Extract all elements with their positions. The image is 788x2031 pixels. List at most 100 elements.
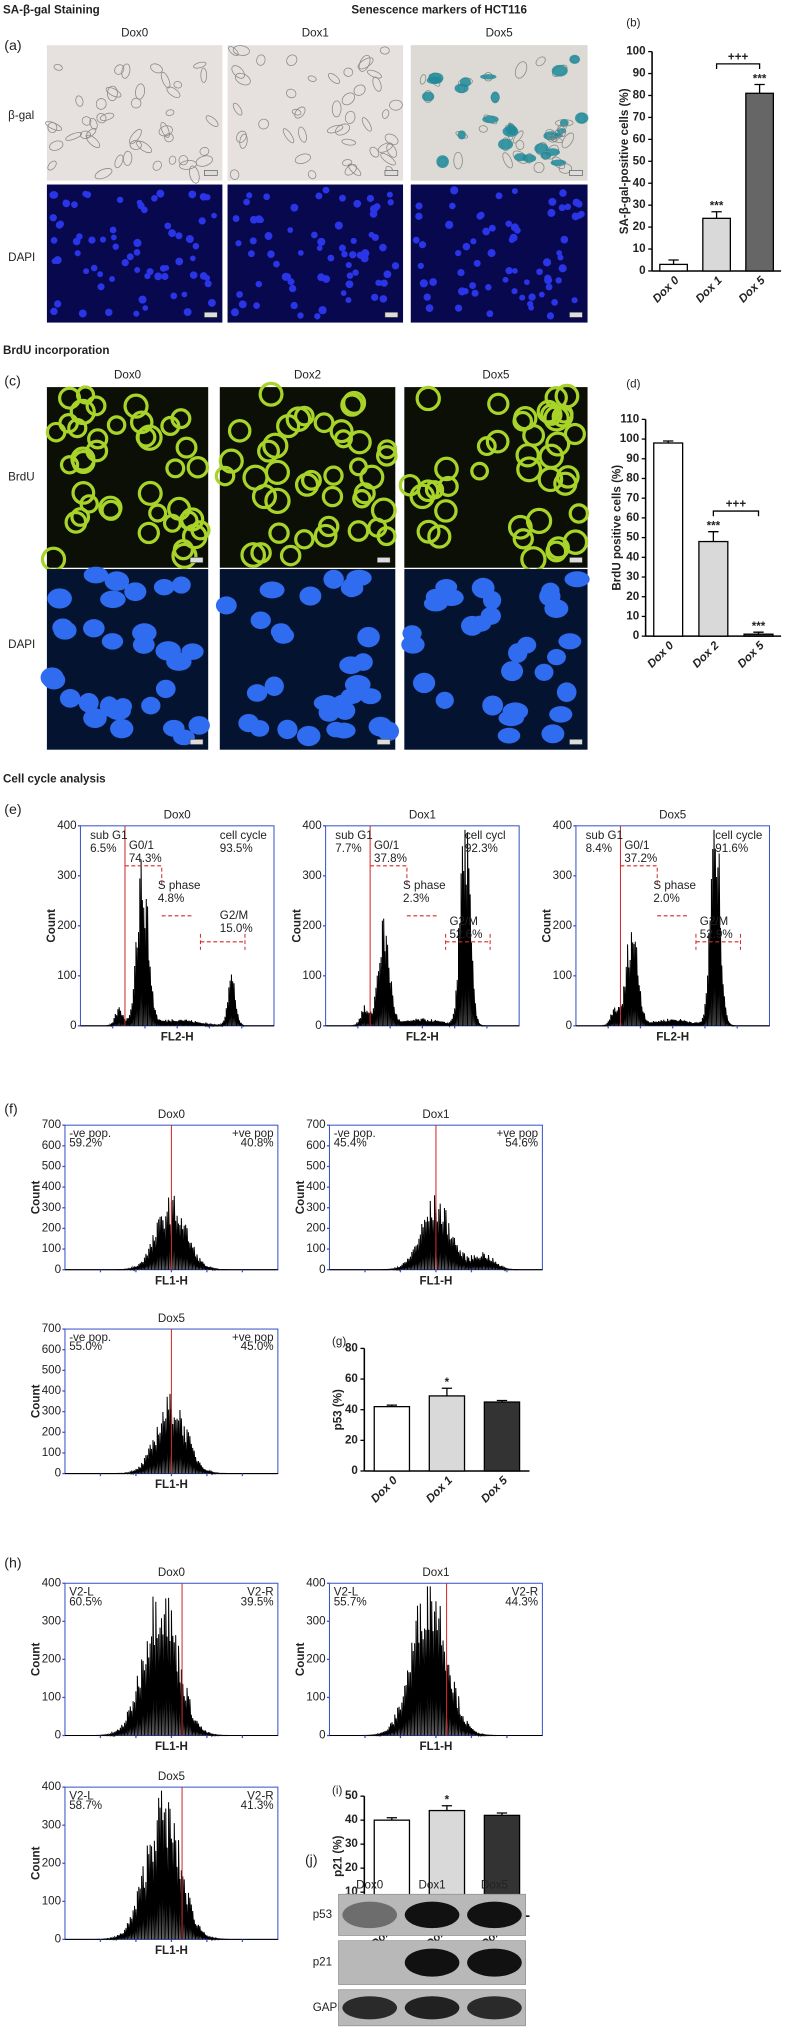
nucleus	[290, 301, 298, 310]
y-tick-label: 200	[42, 1652, 61, 1665]
gate-label: 40.8%	[241, 1136, 274, 1149]
cell	[160, 121, 170, 138]
annotation: ***	[752, 620, 766, 633]
nucleus	[186, 456, 210, 479]
nucleus	[425, 304, 434, 312]
bar	[373, 1405, 411, 1472]
cell	[179, 160, 197, 170]
histogram	[325, 829, 520, 1028]
nucleus	[416, 519, 441, 544]
nucleus	[72, 237, 81, 246]
nucleus	[264, 487, 291, 515]
blot-band	[404, 1901, 460, 1929]
nucleus	[445, 220, 454, 229]
cell	[193, 61, 207, 69]
cell	[533, 162, 545, 173]
nucleus	[268, 522, 290, 544]
x-tick-label: Dox 5	[479, 1473, 511, 1505]
scale-bar	[376, 557, 391, 563]
nucleus	[501, 661, 524, 682]
y-tick-label: 60	[626, 511, 639, 524]
y-tick-label: 200	[553, 919, 572, 932]
stained-cell	[490, 91, 500, 104]
panel-label: (a)	[4, 38, 21, 54]
nucleus	[367, 517, 388, 538]
cell	[236, 130, 247, 143]
gate-label: +ve pop	[232, 1331, 274, 1344]
stained-cell	[428, 72, 444, 84]
nucleus	[415, 202, 423, 210]
nucleus	[50, 237, 58, 244]
cell	[291, 108, 302, 116]
cell	[282, 128, 295, 144]
nucleus	[162, 719, 185, 737]
nucleus	[97, 283, 105, 291]
nucleus	[155, 679, 176, 699]
nucleus	[341, 250, 348, 258]
plot-frame	[79, 825, 275, 1027]
nucleus	[181, 291, 188, 298]
nucleus	[455, 250, 462, 257]
nucleus	[247, 250, 255, 258]
y-tick-label: 400	[306, 1180, 325, 1193]
nucleus	[262, 432, 289, 459]
nucleus	[338, 244, 346, 252]
y-tick-label: 400	[42, 1384, 61, 1397]
plot-title: Dox5	[158, 1770, 185, 1783]
nucleus	[251, 484, 278, 510]
nucleus	[352, 489, 372, 509]
nucleus	[71, 449, 96, 475]
plot-frame	[325, 825, 520, 1027]
gate-label: 58.7%	[69, 1799, 102, 1812]
micrograph	[401, 569, 590, 750]
y-tick-label: 0	[55, 1263, 61, 1276]
nucleus	[204, 274, 211, 282]
annotation: +++	[726, 498, 747, 511]
gate-label: sub G1	[335, 829, 372, 842]
nucleus	[380, 279, 388, 287]
stained-cell	[480, 74, 497, 80]
nucleus	[344, 674, 371, 694]
nucleus	[528, 304, 535, 311]
stained-cell	[569, 54, 580, 65]
cell	[94, 168, 113, 180]
nucleus	[386, 191, 393, 198]
nucleus	[360, 254, 369, 263]
nucleus	[352, 269, 359, 276]
cell	[99, 112, 115, 121]
nucleus	[175, 257, 184, 266]
stained-cell	[502, 125, 519, 137]
scale-bar	[569, 557, 583, 563]
cell	[152, 160, 162, 171]
blot-band	[342, 1996, 398, 2020]
nucleus	[100, 590, 126, 609]
y-axis-label: Count	[294, 1642, 307, 1676]
cell	[129, 140, 142, 151]
nucleus	[379, 295, 388, 303]
y-axis-label: Count	[30, 1181, 43, 1215]
nucleus	[104, 571, 130, 591]
y-tick-label: 90	[633, 67, 646, 80]
cell	[326, 124, 344, 134]
nucleus	[508, 236, 515, 243]
nucleus	[528, 293, 536, 301]
cell	[307, 170, 317, 180]
nucleus	[322, 275, 331, 283]
nucleus	[546, 312, 555, 320]
nucleus	[153, 578, 175, 596]
nucleus	[215, 596, 237, 615]
panel-label: (j)	[305, 1852, 318, 1868]
nucleus	[294, 529, 315, 550]
nucleus	[316, 245, 323, 252]
cell	[380, 153, 396, 166]
y-axis-label: Count	[30, 1846, 43, 1880]
cell	[294, 106, 306, 119]
annotation: ***	[710, 200, 724, 213]
y-tick-label: 100	[306, 1691, 325, 1704]
nucleus	[49, 214, 57, 222]
micrograph	[46, 184, 223, 323]
gate-label: 55.0%	[69, 1340, 102, 1353]
nucleus	[238, 713, 259, 733]
row-label: p53	[313, 1908, 332, 1921]
plot-title: Dox1	[422, 1566, 449, 1579]
